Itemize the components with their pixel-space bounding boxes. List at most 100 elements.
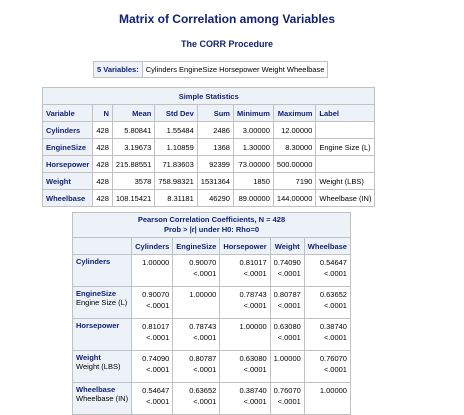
table-cell: 1.00000: [269, 350, 305, 383]
table-cell: 1.00000: [219, 318, 271, 351]
row-header: Wheelbase Wheelbase (IN): [71, 382, 133, 415]
table-cell: [315, 121, 376, 139]
correlation-value: 0.54647: [319, 258, 347, 267]
table-cell: 0.80787 <.0001: [172, 350, 221, 383]
p-value: <.0001: [243, 301, 267, 310]
table-cell: 1.00000: [303, 382, 351, 415]
correlation-value: 0.63080: [239, 354, 267, 363]
table-row: Cylinders 1.00000 0.90070 <.0001 0.81017 <.00…: [71, 254, 351, 287]
table-row: Wheelbase Wheelbase (IN) 0.54647 <.0001 0.63…: [71, 382, 351, 415]
table-cell: 428: [92, 155, 113, 173]
table-cell: Weight (LBS): [315, 172, 376, 190]
table-cell: 0.63652 <.0001: [303, 286, 351, 319]
p-value: <.0001: [323, 333, 347, 342]
row-variable-name: Cylinders: [76, 257, 111, 266]
table-cell: 73.00000: [232, 155, 274, 173]
table-cell: 0.90070 <.0001: [131, 286, 174, 319]
correlation-caption-line1: Pearson Correlation Coefficients, N = 42…: [137, 215, 286, 224]
row-variable-label: Wheelbase (IN): [76, 394, 129, 403]
p-value: <.0001: [277, 397, 301, 406]
table-cell: 2486: [196, 121, 234, 139]
table-row: Horsepower 428 215.88551 71.83603 92399 73.00…: [41, 155, 376, 173]
correlation-value: 1.00000: [239, 322, 267, 331]
correlation-value: 1.00000: [189, 290, 217, 299]
table-cell: Wheelbase (IN): [315, 189, 376, 207]
table-cell: 5.80841: [111, 121, 156, 139]
row-variable-name: EngineSize: [76, 289, 117, 298]
row-variable-name: Weight: [76, 353, 101, 362]
correlation-value: 0.80787: [273, 290, 301, 299]
column-header: N: [92, 104, 113, 122]
simple-statistics-caption: Simple Statistics: [41, 87, 376, 105]
p-value: <.0001: [277, 301, 301, 310]
row-header: Cylinders: [41, 121, 94, 139]
table-cell: 0.74090 <.0001: [269, 254, 305, 287]
table-cell: 0.76070 <.0001: [269, 382, 305, 415]
row-header: Wheelbase: [41, 189, 94, 207]
table-cell: Engine Size (L): [315, 138, 376, 156]
correlation-value: 0.80787: [189, 354, 217, 363]
table-row: Horsepower 0.81017 <.0001 0.78743 <.0001 1.00…: [71, 318, 351, 351]
table-cell: [315, 155, 376, 173]
table-cell: 215.88551: [111, 155, 156, 173]
p-value: <.0001: [323, 269, 347, 278]
column-header: Label: [315, 104, 376, 122]
table-cell: 500.00000: [272, 155, 317, 173]
row-header: Weight: [41, 172, 94, 190]
row-variable-name: Wheelbase: [76, 385, 116, 394]
table-row: EngineSize Engine Size (L) 0.90070 <.0001 1.…: [71, 286, 351, 319]
correlation-value: 1.00000: [319, 386, 347, 395]
table-cell: 3578: [111, 172, 156, 190]
correlation-value: 1.00000: [142, 258, 170, 267]
table-cell: 0.90070 <.0001: [172, 254, 221, 287]
table-cell: 1.10859: [154, 138, 198, 156]
table-cell: 0.38740 <.0001: [303, 318, 351, 351]
table-cell: 1368: [196, 138, 234, 156]
column-header: Cylinders: [131, 237, 174, 255]
variables-label: 5 Variables:: [93, 61, 143, 78]
correlation-value: 0.90070: [142, 290, 170, 299]
correlation-value: 0.76070: [273, 386, 301, 395]
page-title: Matrix of Correlation among Variables: [118, 12, 336, 26]
correlation-value: 0.74090: [142, 354, 170, 363]
correlation-value: 0.90070: [189, 258, 217, 267]
table-cell: 3.00000: [232, 121, 274, 139]
table-row: Weight Weight (LBS) 0.74090 <.0001 0.80787 <.…: [71, 350, 351, 383]
table-cell: 758.98321: [154, 172, 198, 190]
table-cell: 46290: [196, 189, 234, 207]
table-cell: 1850: [232, 172, 274, 190]
table-cell: 12.00000: [272, 121, 317, 139]
table-cell: 0.63080 <.0001: [219, 350, 271, 383]
p-value: <.0001: [146, 333, 170, 342]
correlation-value: 0.81017: [239, 258, 267, 267]
p-value: <.0001: [146, 301, 170, 310]
table-cell: 1.30000: [232, 138, 274, 156]
row-header: EngineSize Engine Size (L): [71, 286, 133, 319]
table-cell: 428: [92, 172, 113, 190]
table-cell: 0.78743 <.0001: [172, 318, 221, 351]
correlation-value: 0.38740: [319, 322, 347, 331]
table-cell: 8.30000: [272, 138, 317, 156]
table-row: Cylinders 428 5.80841 1.55484 2486 3.00000 12.…: [41, 121, 376, 139]
column-header: EngineSize: [172, 237, 221, 255]
table-cell: 0.63080 <.0001: [269, 318, 305, 351]
table-cell: 0.80787 <.0001: [269, 286, 305, 319]
table-cell: 0.81017 <.0001: [219, 254, 271, 287]
row-header: EngineSize: [41, 138, 94, 156]
table-cell: 92399: [196, 155, 234, 173]
table-cell: 1.00000: [131, 254, 174, 287]
table-cell: 89.00000: [232, 189, 274, 207]
column-header: Maximum: [272, 104, 317, 122]
p-value: <.0001: [277, 269, 301, 278]
table-cell: 71.83603: [154, 155, 198, 173]
procedure-title: The CORR Procedure: [180, 39, 274, 49]
correlation-value: 0.63652: [319, 290, 347, 299]
correlation-caption: Pearson Correlation Coefficients, N = 42…: [72, 212, 351, 238]
table-cell: 3.19673: [111, 138, 156, 156]
correlation-value: 0.54647: [142, 386, 170, 395]
column-header: Variable: [41, 104, 94, 122]
simple-statistics-header-row: Variable N Mean Std Dev Sum Minimum Maximum Lab…: [41, 104, 376, 122]
correlation-value: 0.63080: [273, 322, 301, 331]
p-value: <.0001: [243, 365, 267, 374]
column-header: Weight: [269, 237, 305, 255]
